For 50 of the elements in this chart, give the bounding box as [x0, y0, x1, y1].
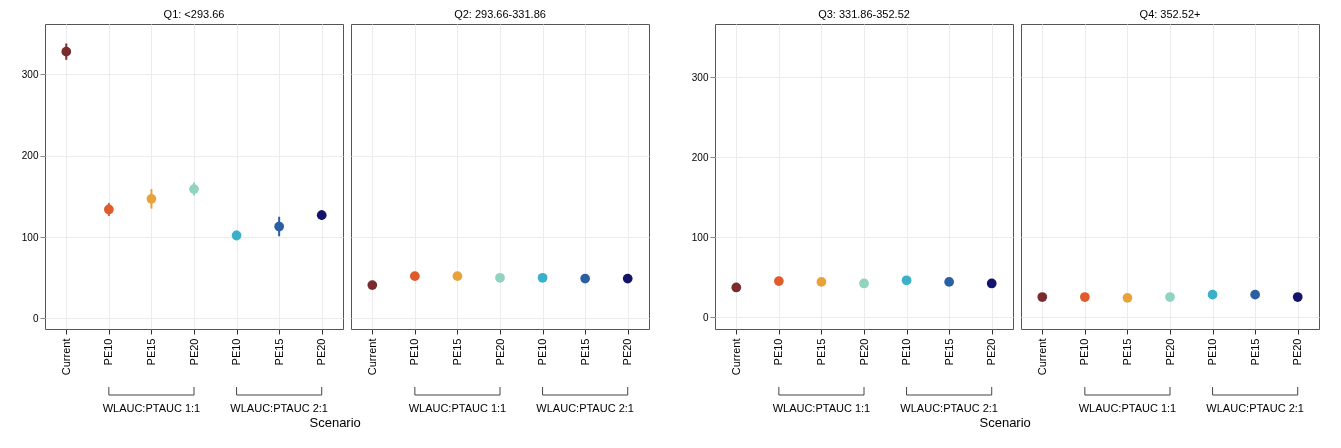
x-tick-label: PE15 [578, 338, 591, 366]
text: WLAUC:PTAUC 1:1 [772, 402, 871, 414]
x-tick-label: Current [59, 338, 72, 376]
x-tick-label: PE15 [272, 338, 285, 366]
x-axis-title: Scenario [979, 414, 1031, 430]
x-tick-label: PE10 [102, 338, 115, 366]
x-tick-label: PE20 [187, 338, 200, 366]
text: WLAUC:PTAUC 2:1 [1206, 402, 1304, 414]
text: WLAUC:PTAUC 1:1 [102, 402, 201, 414]
x-tick-label: PE20 [985, 338, 998, 366]
x-tick-label: PE20 [1163, 338, 1176, 366]
x-tick-label: PE10 [900, 338, 913, 366]
y-tick-label: 100 [21, 231, 39, 243]
text: WLAUC:PTAUC 2:1 [230, 402, 328, 414]
x-tick-label: PE15 [144, 338, 157, 366]
chart-title: Q1: <293.66 [163, 8, 225, 20]
x-tick-label: PE10 [1206, 338, 1219, 366]
text: WLAUC:PTAUC 1:1 [408, 402, 507, 414]
x-tick-label: PE10 [772, 338, 785, 366]
chart-title: Q3: 331.86-352.52 [818, 8, 910, 20]
x-tick-label: PE15 [450, 338, 463, 366]
x-tick-label: PE20 [315, 338, 328, 366]
x-tick-label: PE20 [857, 338, 870, 366]
text: WLAUC:PTAUC 2:1 [536, 402, 634, 414]
y-tick-label: 0 [32, 312, 39, 324]
x-tick-label: PE15 [1248, 338, 1261, 366]
x-tick-label: PE15 [1120, 338, 1133, 366]
x-tick-label: PE20 [621, 338, 634, 366]
y-tick-label: 300 [691, 71, 709, 83]
text: WLAUC:PTAUC 1:1 [1078, 402, 1177, 414]
y-tick-label: 100 [691, 231, 709, 243]
x-tick-label: PE10 [1078, 338, 1091, 366]
x-tick-label: PE10 [230, 338, 243, 366]
x-tick-label: Current [729, 338, 742, 376]
y-tick-label: 0 [702, 311, 709, 323]
x-tick-label: PE15 [814, 338, 827, 366]
x-axis-title: Scenario [309, 414, 361, 430]
x-tick-label: Current [1035, 338, 1048, 376]
y-tick-label: 300 [21, 68, 39, 80]
chart-title: Q2: 293.66-331.86 [454, 8, 546, 20]
x-tick-label: PE15 [942, 338, 955, 366]
text: WLAUC:PTAUC 2:1 [900, 402, 998, 414]
y-tick-label: 200 [21, 150, 39, 162]
chart-title: Q4: 352.52+ [1139, 8, 1201, 20]
x-tick-label: PE10 [408, 338, 421, 366]
x-tick-label: PE10 [536, 338, 549, 366]
x-tick-label: PE20 [493, 338, 506, 366]
x-tick-label: PE20 [1291, 338, 1304, 366]
y-tick-label: 200 [691, 151, 709, 163]
x-tick-label: Current [365, 338, 378, 376]
